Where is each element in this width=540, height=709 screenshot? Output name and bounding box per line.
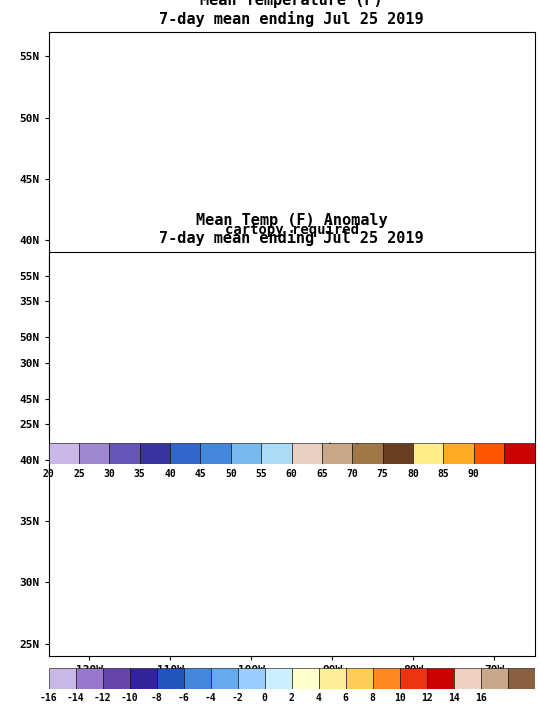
Text: cartopy required: cartopy required [225,223,359,237]
Bar [353,443,383,464]
Text: 50: 50 [225,469,237,479]
Text: 12: 12 [421,693,433,703]
Text: 0: 0 [262,693,267,703]
Text: 35: 35 [134,469,146,479]
Text: 4: 4 [316,693,321,703]
Text: 90: 90 [468,469,480,479]
Bar [322,443,353,464]
Text: -2: -2 [232,693,244,703]
Bar [211,668,238,689]
Bar [292,443,322,464]
Text: 2: 2 [289,693,294,703]
Text: -12: -12 [94,693,111,703]
Text: 60: 60 [286,469,298,479]
Bar [373,668,400,689]
Text: 75: 75 [377,469,389,479]
Bar [109,443,140,464]
Text: 10: 10 [394,693,406,703]
Text: 20: 20 [43,469,55,479]
Text: 8: 8 [370,693,375,703]
Bar [130,668,157,689]
Bar [261,443,292,464]
Bar [474,443,504,464]
Bar [238,668,265,689]
Bar [231,443,261,464]
Bar [427,668,454,689]
Bar [319,668,346,689]
Text: 6: 6 [343,693,348,703]
Text: -16: -16 [40,693,57,703]
Bar [200,443,231,464]
Bar [508,668,535,689]
Text: -4: -4 [205,693,217,703]
Bar [504,443,535,464]
Text: 30: 30 [104,469,115,479]
Bar [443,443,474,464]
Text: -8: -8 [151,693,163,703]
Text: 25: 25 [73,469,85,479]
Text: 85: 85 [437,469,449,479]
Text: -10: -10 [121,693,138,703]
Bar [400,668,427,689]
Bar [140,443,170,464]
Bar [184,668,211,689]
Title: Mean Temp (F) Anomaly
7-day mean ending Jul 25 2019: Mean Temp (F) Anomaly 7-day mean ending … [159,213,424,246]
Bar [49,443,79,464]
Text: cartopy required: cartopy required [225,442,359,457]
Bar [49,668,76,689]
Bar [346,668,373,689]
Bar [170,443,200,464]
Text: -14: -14 [67,693,84,703]
Text: 40: 40 [164,469,176,479]
Text: -6: -6 [178,693,190,703]
Title: Mean Temperature (F)
7-day mean ending Jul 25 2019: Mean Temperature (F) 7-day mean ending J… [159,0,424,26]
Text: 55: 55 [255,469,267,479]
Bar [103,668,130,689]
Bar [481,668,508,689]
Text: 65: 65 [316,469,328,479]
Bar [454,668,481,689]
Text: 16: 16 [475,693,487,703]
Bar [383,443,413,464]
Bar [76,668,103,689]
Bar [265,668,292,689]
Text: 45: 45 [194,469,206,479]
Bar [79,443,109,464]
Text: 80: 80 [407,469,419,479]
Bar [157,668,184,689]
Text: 14: 14 [448,693,460,703]
Bar [413,443,443,464]
Text: 70: 70 [347,469,358,479]
Bar [292,668,319,689]
